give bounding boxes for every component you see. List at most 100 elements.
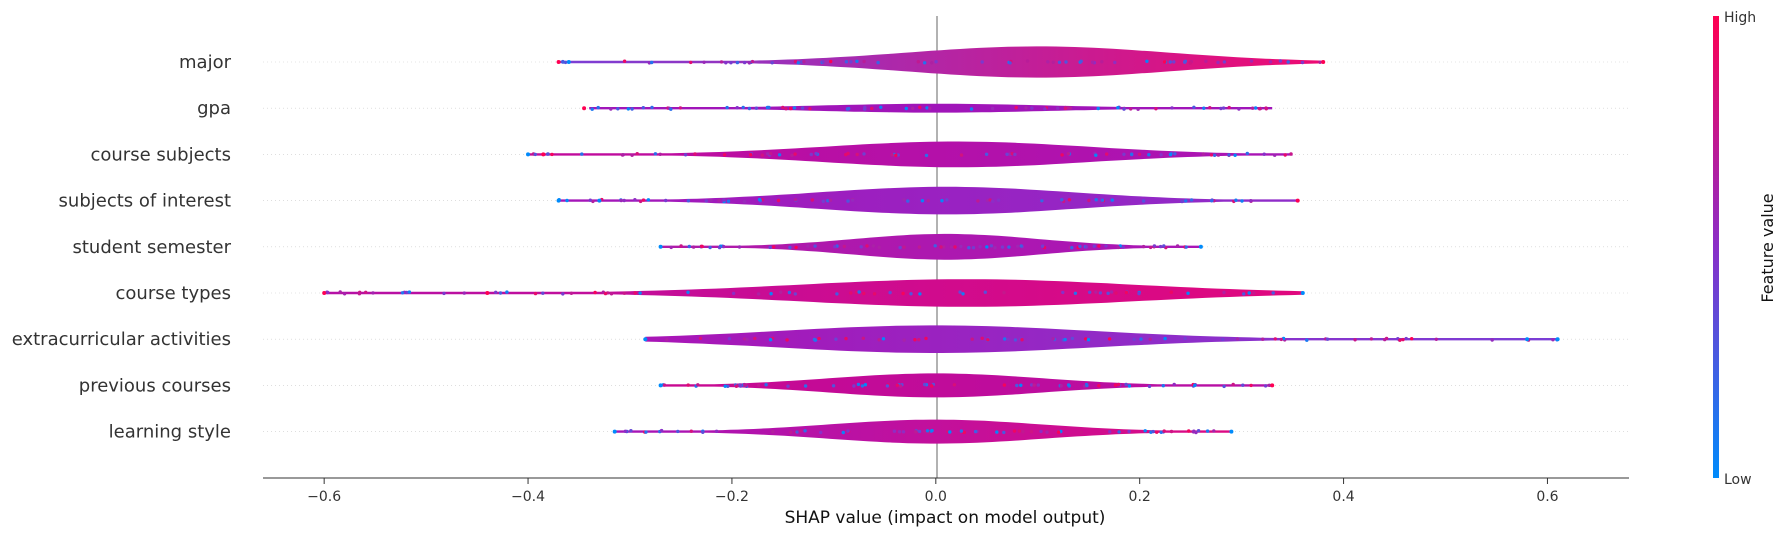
shap-point [1013,338,1018,342]
shap-point [846,429,850,433]
shap-point [1014,105,1018,110]
shap-point [1184,245,1188,249]
shap-point [862,152,866,156]
shap-point [1237,107,1241,111]
shap-outlier-point [1229,429,1234,434]
shap-point [1219,106,1223,111]
shap-point [1029,430,1034,434]
shap-point [683,153,688,157]
shap-point [846,199,850,203]
shap-point [727,337,732,341]
shap-point [986,338,990,342]
shap-point [1024,106,1028,110]
shap-point [364,290,368,294]
shap-point [892,429,897,433]
shap-point [1249,59,1254,63]
shap-point [1107,337,1112,341]
shap-point [742,199,747,204]
shap-point [967,246,971,250]
shap-point [1051,60,1056,64]
shap-outlier-point [526,152,530,157]
shap-point [768,151,773,156]
feature-row: course types [116,279,1305,307]
shap-outlier-point [658,244,663,249]
shap-point [984,152,989,156]
shap-point [1196,429,1201,433]
shap-point [847,106,851,111]
shap-point [865,244,869,248]
shap-point [841,430,845,435]
shap-point [1227,153,1231,157]
shap-point [857,290,861,294]
shap-point [842,244,846,249]
shap-point [1098,291,1103,295]
shap-point [1039,429,1043,434]
shap-point [1180,199,1184,204]
shap-point [1100,198,1105,202]
shap-point [709,198,713,203]
shap-point [1012,429,1017,433]
shap-point [1066,383,1071,387]
shap-point [580,152,584,156]
shap-point [541,291,545,295]
shap-point [622,59,627,63]
shap-point [1019,383,1023,387]
shap-point [1073,291,1078,295]
feature-label: gpa [197,98,231,119]
shap-point [923,382,927,387]
shap-point [1000,245,1005,249]
shap-point [776,198,781,203]
shap-point [1121,245,1126,249]
shap-point [1117,382,1121,387]
shap-point [1113,383,1118,387]
shap-point [1212,429,1216,433]
feature-row: learning style [109,419,1234,444]
shap-point [854,290,859,295]
shap-point [787,290,792,295]
shap-point [799,429,803,433]
shap-point [862,291,866,296]
shap-point [1188,61,1193,65]
shap-point [644,430,648,434]
shap-point [844,336,848,341]
shap-point [462,291,466,295]
shap-point [1154,107,1158,111]
shap-point [1145,59,1149,63]
shap-point [794,245,798,250]
shap-point [741,105,745,110]
shap-point [1148,337,1152,341]
shap-outlier-point [1525,337,1530,342]
shap-point [1141,199,1146,203]
shap-point [894,153,898,157]
shap-point [1151,429,1155,434]
shap-point [870,106,874,111]
shap-point [813,244,817,248]
shap-point [1212,153,1217,157]
shap-point [925,429,930,433]
shap-point [1189,198,1194,202]
shap-point [1096,106,1100,111]
shap-point [1241,383,1245,387]
shap-outlier-point [1555,337,1560,342]
shap-point [338,290,342,294]
shap-point [916,60,920,64]
shap-point [725,105,729,110]
shap-point [633,198,637,202]
shap-point [835,292,839,296]
shap-point [1139,337,1143,341]
shap-point [1056,430,1061,434]
shap-point [1163,60,1167,64]
shap-point [1162,429,1166,433]
shap-point [702,60,706,64]
shap-point [792,106,797,110]
shap-point [635,152,639,156]
shap-outlier-point [1198,244,1203,249]
shap-point [959,429,964,433]
shap-point [918,105,922,110]
shap-point [852,384,856,388]
shap-point [767,105,771,110]
shap-point [850,198,855,202]
shap-point [785,338,789,342]
shap-point [1234,198,1238,202]
shap-point [1222,60,1227,64]
